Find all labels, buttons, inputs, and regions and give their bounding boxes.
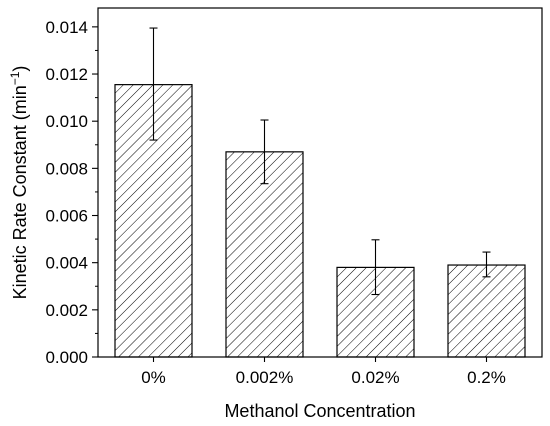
y-tick-label: 0.004 [45, 254, 88, 273]
x-tick-label: 0.02% [351, 368, 399, 387]
x-axis-ticks: 0% 0.002% 0.02% 0.2% [141, 357, 506, 387]
y-tick-label: 0.006 [45, 207, 88, 226]
error-bar-0 [149, 27, 158, 141]
y-axis-title-main: Kinetic Rate Constant (min [10, 85, 30, 299]
bar-1 [225, 151, 304, 358]
y-axis-title: Kinetic Rate Constant (min−1) [8, 66, 30, 300]
x-tick-label: 0% [141, 368, 166, 387]
y-axis-ticks: 0.000 0.002 0.004 0.006 0.008 0.010 0.012 0.014 [45, 18, 98, 367]
error-bars-group [149, 27, 491, 296]
y-tick-label: 0.008 [45, 159, 88, 178]
x-tick-label: 0.002% [236, 368, 294, 387]
y-tick-label: 0.012 [45, 65, 88, 84]
error-bar-2 [371, 239, 380, 296]
bar-3 [447, 264, 526, 358]
y-axis-title-superscript: −1 [8, 71, 22, 85]
error-bar-1 [260, 119, 269, 185]
y-axis-title-close: ) [10, 66, 30, 72]
error-bar-3 [482, 251, 491, 278]
y-tick-label: 0.010 [45, 112, 88, 131]
y-tick-label: 0.000 [45, 348, 88, 367]
y-tick-label: 0.002 [45, 301, 88, 320]
y-tick-label: 0.014 [45, 18, 88, 37]
plot-frame [97, 7, 543, 358]
x-axis-title: Methanol Concentration [224, 401, 415, 421]
bars-group [114, 84, 526, 358]
x-tick-label: 0.2% [467, 368, 506, 387]
